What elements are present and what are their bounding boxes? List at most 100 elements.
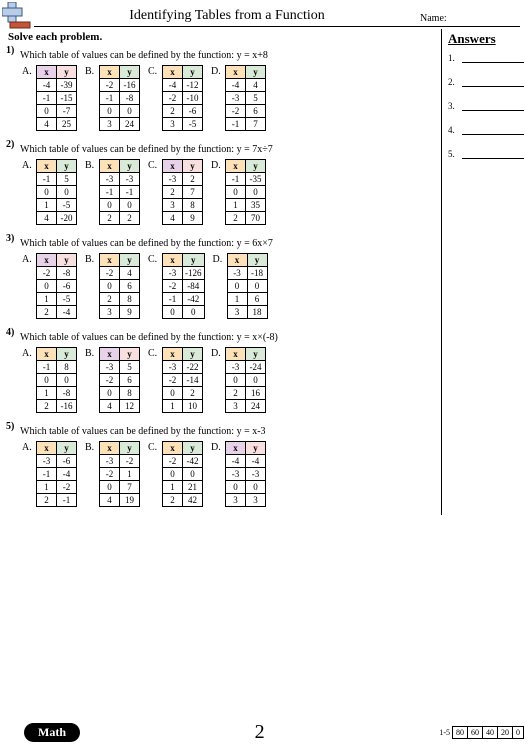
table-cell: -3 xyxy=(37,455,57,468)
table-cell: 0 xyxy=(183,468,203,481)
table-cell: -1 xyxy=(163,293,183,306)
table-row: -3-24 xyxy=(226,361,266,374)
table-cell: -35 xyxy=(246,173,266,186)
table-cell: -5 xyxy=(57,293,77,306)
table-row: -2-42 xyxy=(163,455,203,468)
table-cell: 0 xyxy=(247,280,267,293)
plus-minus-icon xyxy=(2,2,38,30)
score-label: 1-5 xyxy=(439,728,450,737)
table-cell: -1 xyxy=(100,186,120,199)
table-cell: 0 xyxy=(246,481,266,494)
table-cell: 0 xyxy=(246,374,266,387)
problem-text: Which table of values can be defined by … xyxy=(20,426,266,437)
table-cell: 2 xyxy=(183,173,203,186)
table-cell: 1 xyxy=(227,293,247,306)
math-badge: Math xyxy=(24,723,80,742)
table-cell: -39 xyxy=(57,79,77,92)
table-cell: 0 xyxy=(57,374,77,387)
choice-label: C. xyxy=(148,159,162,171)
table-cell: 4 xyxy=(37,212,57,225)
value-table: xy-32273849 xyxy=(162,159,203,225)
table-cell: -2 xyxy=(163,455,183,468)
answer-number: 1. xyxy=(448,53,458,63)
col-header-x: x xyxy=(163,348,183,361)
value-table: xy-24062839 xyxy=(99,253,140,319)
table-row: -3-3 xyxy=(226,468,266,481)
table-cell: -3 xyxy=(226,361,246,374)
table-row: -3-3 xyxy=(100,173,140,186)
answer-blank[interactable] xyxy=(462,53,524,63)
answer-number: 5. xyxy=(448,149,458,159)
choices-row: A.xy-3-6-1-41-22-1B.xy-3-2-2107419 C.xy-2… xyxy=(22,441,437,507)
choice-label: C. xyxy=(148,441,162,453)
answer-blank[interactable] xyxy=(462,101,524,111)
col-header-x: x xyxy=(37,66,57,79)
value-table: xy-15001-54-20 xyxy=(36,159,77,225)
choice-label: D. xyxy=(211,159,225,171)
table-row: -35 xyxy=(100,361,140,374)
answer-line: 4. xyxy=(448,125,524,135)
table-cell: 2 xyxy=(163,105,183,118)
value-table: xy-2-80-61-52-4 xyxy=(36,253,77,319)
choice-label: A. xyxy=(22,253,36,265)
table-row: -2-16 xyxy=(100,79,140,92)
table-row: -3-126 xyxy=(163,267,205,280)
score-row: 1-5 806040200 xyxy=(439,728,524,737)
table-row: 08 xyxy=(100,387,140,400)
problems-container: 1)Which table of values can be defined b… xyxy=(6,45,437,507)
table-row: -2-8 xyxy=(37,267,77,280)
table-row: 324 xyxy=(226,400,266,413)
problem: 1)Which table of values can be defined b… xyxy=(6,45,437,131)
value-table: xy-2-4200121242 xyxy=(162,441,203,507)
page-title: Identifying Tables from a Function xyxy=(34,8,420,24)
answer-blank[interactable] xyxy=(462,77,524,87)
choice: D.xy-1-3500135270 xyxy=(211,159,266,225)
table-cell: 7 xyxy=(120,481,140,494)
table-row: 425 xyxy=(37,118,77,131)
table-cell: 3 xyxy=(246,494,266,507)
choice: A.xy-3-6-1-41-22-1 xyxy=(22,441,77,507)
choice: B.xy-2-16-1-800324 xyxy=(85,65,140,131)
table-cell: 0 xyxy=(226,481,246,494)
answer-blank[interactable] xyxy=(462,125,524,135)
table-row: 00 xyxy=(100,199,140,212)
table-cell: -3 xyxy=(100,361,120,374)
choice: B.xy-3-2-2107419 xyxy=(85,441,140,507)
col-header-y: y xyxy=(183,66,203,79)
table-cell: -3 xyxy=(163,267,183,280)
value-table: xy-3-3-1-10022 xyxy=(99,159,140,225)
table-cell: 18 xyxy=(247,306,267,319)
table-cell: 1 xyxy=(37,481,57,494)
table-cell: 0 xyxy=(37,280,57,293)
value-table: xy-3-180016318 xyxy=(227,253,268,319)
choice: C.xy-32273849 xyxy=(148,159,203,225)
col-header-y: y xyxy=(120,66,140,79)
table-cell: -16 xyxy=(120,79,140,92)
table-cell: 0 xyxy=(100,481,120,494)
choices-row: A.xy-15001-54-20B.xy-3-3-1-10022C.xy-322… xyxy=(22,159,437,225)
table-cell: -3 xyxy=(163,173,183,186)
answer-line: 3. xyxy=(448,101,524,111)
table-cell: 2 xyxy=(100,212,120,225)
table-cell: 70 xyxy=(246,212,266,225)
table-row: -1-1 xyxy=(100,186,140,199)
problem: 4)Which table of values can be defined b… xyxy=(6,327,437,413)
table-cell: -8 xyxy=(57,387,77,400)
choice-label: C. xyxy=(148,253,162,265)
answer-blank[interactable] xyxy=(462,149,524,159)
col-header-x: x xyxy=(37,442,57,455)
table-cell: 19 xyxy=(120,494,140,507)
answer-number: 2. xyxy=(448,77,458,87)
answer-line: 2. xyxy=(448,77,524,87)
table-cell: 1 xyxy=(163,400,183,413)
table-cell: -1 xyxy=(37,468,57,481)
value-table: xy-4-12-2-102-63-5 xyxy=(162,65,203,131)
choice: A.xy-18001-82-16 xyxy=(22,347,77,413)
table-row: -15 xyxy=(37,173,77,186)
table-cell: -7 xyxy=(57,105,77,118)
table-cell: -1 xyxy=(57,494,77,507)
table-row: -21 xyxy=(100,468,140,481)
table-row: 00 xyxy=(227,280,267,293)
table-row: 4-20 xyxy=(37,212,77,225)
problem-number: 3) xyxy=(6,233,20,244)
